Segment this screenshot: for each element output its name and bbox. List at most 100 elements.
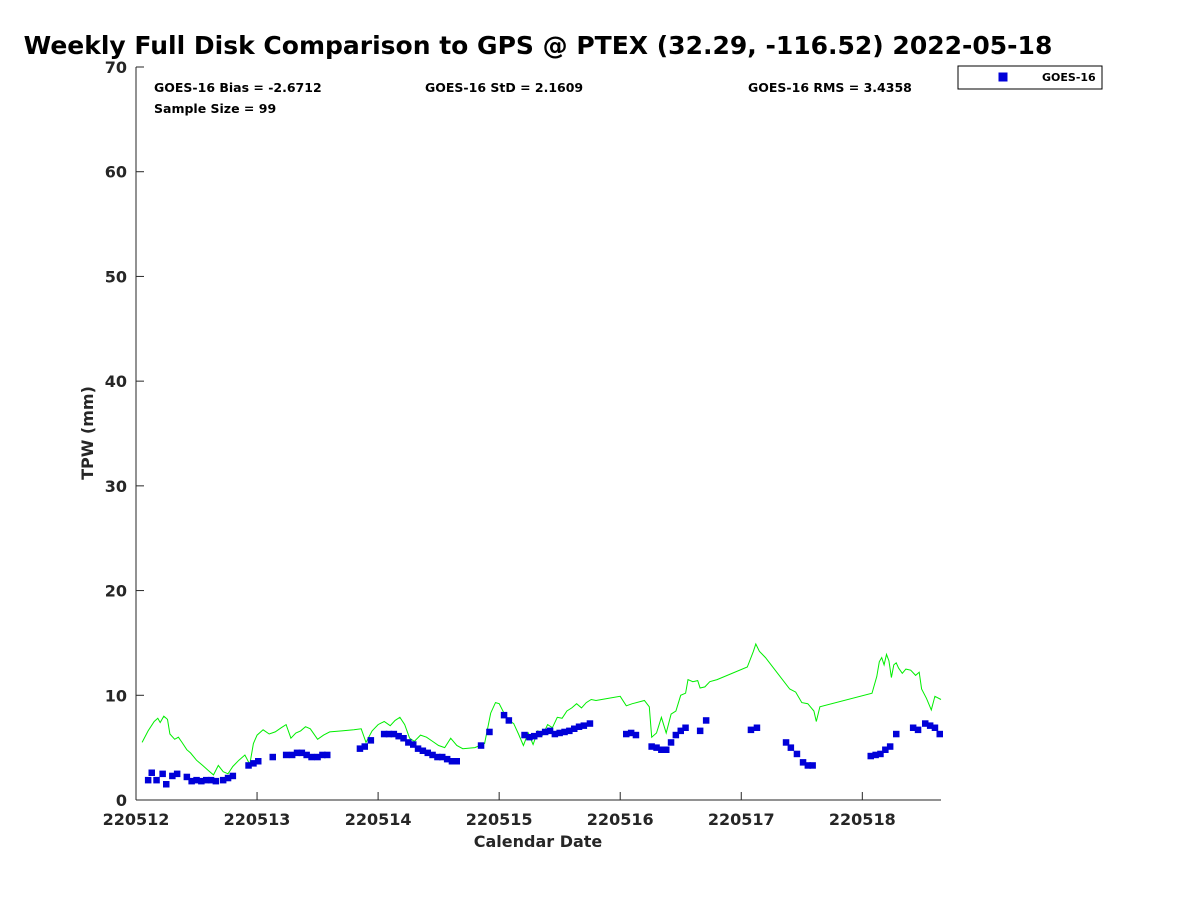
goes16-point <box>586 720 594 727</box>
goes16-point <box>793 750 801 758</box>
y-tick-label: 10 <box>105 686 127 705</box>
y-tick-label: 30 <box>105 477 127 496</box>
goes16-point <box>229 772 237 780</box>
goes16-point <box>531 732 538 740</box>
plot-area: 0 10 20 30 40 50 60 70 220512 220513 220514 220515 2… <box>103 58 943 829</box>
goes16-point <box>193 776 200 784</box>
goes16-point <box>188 777 195 785</box>
goes16-point <box>324 751 331 759</box>
goes16-point <box>434 753 441 761</box>
goes16-point <box>198 777 205 785</box>
goes16-point <box>395 732 402 740</box>
goes16-point <box>931 724 939 731</box>
goes16-point <box>667 739 675 746</box>
goes16-point <box>886 743 894 750</box>
goes16-point <box>505 717 513 724</box>
y-tick-label: 20 <box>105 582 127 601</box>
goes16-point <box>882 746 889 753</box>
goes16-point <box>872 751 879 759</box>
goes16-point <box>356 745 364 752</box>
y-tick-label: 60 <box>105 163 127 182</box>
goes16-point <box>500 711 508 719</box>
goes16-point <box>269 753 276 761</box>
goes16-point <box>414 745 422 752</box>
goes16-point <box>623 730 630 738</box>
goes16-point <box>914 726 922 734</box>
legend-marker-goes16 <box>998 72 1008 82</box>
goes16-point <box>936 730 943 738</box>
goes16-point <box>521 731 528 739</box>
x-tick-label: 220512 <box>103 810 170 829</box>
goes16-point <box>224 774 232 782</box>
goes16-point <box>288 751 296 759</box>
goes16-point <box>153 776 160 784</box>
goes16-point <box>410 741 417 748</box>
rms-stat: GOES-16 RMS = 3.4358 <box>748 80 912 95</box>
goes16-point <box>566 727 573 735</box>
goes16-point <box>486 728 493 736</box>
goes16-point <box>541 728 549 736</box>
x-tick-label: 220518 <box>829 810 896 829</box>
goes16-point <box>380 730 388 738</box>
goes16-point <box>169 772 176 780</box>
goes16-point <box>163 781 170 788</box>
legend-box <box>957 65 1103 90</box>
x-tick-label: 220515 <box>466 810 533 829</box>
goes16-point <box>148 769 155 776</box>
goes16-point <box>799 759 807 766</box>
gps-line <box>141 642 942 776</box>
goes16-point <box>183 773 191 781</box>
goes16-point <box>632 731 640 739</box>
goes16-point <box>648 743 655 750</box>
y-tick-label: 70 <box>105 58 127 77</box>
x-axis-label: Calendar Date <box>474 832 603 851</box>
x-tick-label: 220513 <box>224 810 291 829</box>
goes16-point <box>677 727 684 735</box>
goes16-point <box>867 752 874 760</box>
goes16-point <box>926 722 934 729</box>
goes16-point <box>653 744 660 751</box>
goes16-point <box>561 728 568 736</box>
goes16-point <box>696 727 704 735</box>
goes16-point <box>419 747 427 754</box>
goes16-point <box>144 776 152 784</box>
goes16-point <box>298 749 306 757</box>
goes16-point <box>293 749 301 757</box>
goes16-point <box>575 723 583 730</box>
goes16-point <box>526 733 533 741</box>
goes16-point <box>580 722 588 729</box>
goes16-point <box>453 758 460 765</box>
goes16-point <box>203 776 210 784</box>
goes16-point <box>809 762 816 769</box>
goes16-point <box>361 743 368 750</box>
goes16-point <box>782 739 790 746</box>
goes16-point <box>173 770 181 778</box>
goes16-point <box>439 753 446 761</box>
goes16-point <box>319 751 326 759</box>
goes16-point <box>672 731 680 739</box>
goes16-point <box>658 746 665 753</box>
goes16-point <box>787 744 795 751</box>
goes16-point <box>682 724 689 731</box>
bias-stat: GOES-16 Bias = -2.6712 <box>154 80 322 95</box>
goes16-point <box>747 726 755 734</box>
x-tick-label: 220514 <box>345 810 412 829</box>
goes16-point <box>367 737 375 744</box>
goes16-point <box>219 776 227 784</box>
goes16-point <box>390 730 398 738</box>
chart-title: Weekly Full Disk Comparison to GPS @ PTE… <box>24 31 1053 60</box>
goes16-point <box>535 730 543 738</box>
goes16-point <box>245 762 252 769</box>
y-tick-label: 40 <box>105 372 127 391</box>
goes16-point <box>571 725 578 732</box>
goes16-point <box>551 730 559 738</box>
x-tick-label: 220517 <box>708 810 775 829</box>
goes16-point <box>314 753 321 761</box>
std-stat: GOES-16 StD = 2.1609 <box>425 80 583 95</box>
goes16-point <box>400 735 407 742</box>
legend: GOES-16 <box>957 65 1103 90</box>
goes16-point <box>308 753 315 761</box>
goes16-point <box>405 739 412 746</box>
y-tick-label: 50 <box>105 267 127 286</box>
